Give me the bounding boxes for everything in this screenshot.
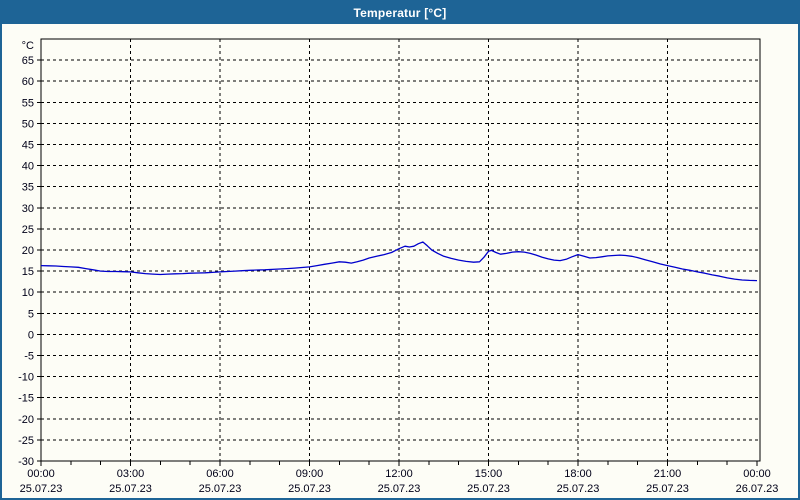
y-tick-label: 55 — [22, 97, 34, 109]
y-tick-label: 65 — [22, 55, 34, 67]
x-tick-date-label: 25.07.23 — [199, 483, 242, 495]
y-tick-label: 10 — [22, 287, 34, 299]
y-tick-label: 40 — [22, 161, 34, 173]
chart-area: -30 -25 -20 -15 -10 -5 0 5 10 15 20 25 30 35 40 45 50 55 6… — [2, 24, 798, 498]
y-tick-label: 15 — [22, 266, 34, 278]
y-tick-label: 60 — [22, 76, 34, 88]
y-tick-label: 5 — [28, 308, 34, 320]
x-tick-date-label: 25.07.23 — [109, 483, 152, 495]
window-titlebar[interactable]: Temperatur [°C] — [2, 2, 798, 24]
x-tick-time-label: 21:00 — [654, 468, 682, 480]
x-tick-time-label: 12:00 — [385, 468, 413, 480]
y-tick-label: -15 — [18, 393, 34, 405]
y-tick-label: -20 — [18, 414, 34, 426]
x-tick-date-label: 25.07.23 — [378, 483, 421, 495]
y-tick-label: 25 — [22, 224, 34, 236]
temperature-chart: -30 -25 -20 -15 -10 -5 0 5 10 15 20 25 30 35 40 45 50 55 6… — [18, 38, 779, 495]
y-tick-label: -25 — [18, 435, 34, 447]
window-title: Temperatur [°C] — [353, 6, 447, 20]
x-tick-time-label: 00:00 — [743, 468, 771, 480]
y-tick-label: 30 — [22, 203, 34, 215]
x-tick-time-label: 15:00 — [475, 468, 503, 480]
x-tick-date-label: 25.07.23 — [646, 483, 689, 495]
x-tick-date-label: 25.07.23 — [557, 483, 600, 495]
y-tick-label: -10 — [18, 372, 34, 384]
y-tick-label: 20 — [22, 245, 34, 257]
x-tick-date-label: 26.07.23 — [736, 483, 779, 495]
y-tick-label: 35 — [22, 182, 34, 194]
y-tick-label: 45 — [22, 140, 34, 152]
plot-frame — [40, 38, 761, 462]
y-axis-unit-label: °C — [22, 40, 34, 52]
y-tick-label: -5 — [24, 351, 34, 363]
x-tick-time-label: 18:00 — [564, 468, 592, 480]
x-tick-time-label: 06:00 — [206, 468, 234, 480]
y-tick-label: 50 — [22, 118, 34, 130]
y-tick-label: 0 — [28, 329, 34, 341]
x-tick-time-label: 09:00 — [296, 468, 324, 480]
x-tick-date-label: 25.07.23 — [20, 483, 63, 495]
x-tick-date-label: 25.07.23 — [288, 483, 331, 495]
y-tick-label: -30 — [18, 456, 34, 468]
x-tick-time-label: 00:00 — [27, 468, 55, 480]
temperature-line — [40, 241, 758, 282]
x-tick-date-label: 25.07.23 — [467, 483, 510, 495]
x-tick-time-label: 03:00 — [117, 468, 145, 480]
